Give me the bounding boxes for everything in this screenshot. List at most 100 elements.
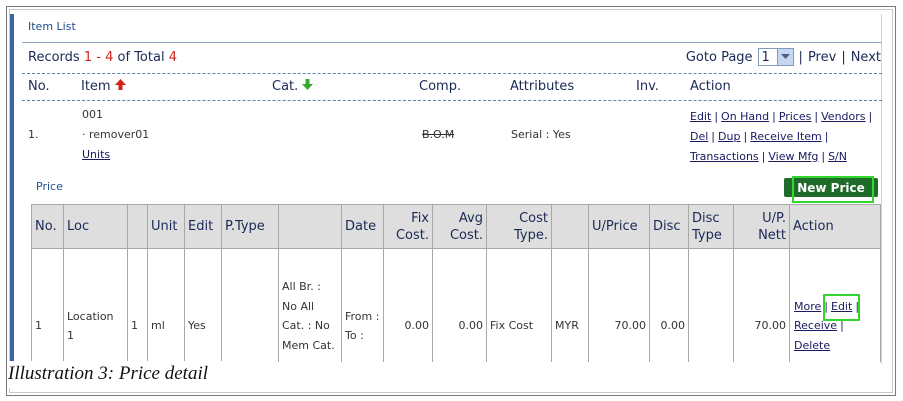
action-link[interactable]: Prices — [778, 110, 812, 123]
cell: 0.00 — [432, 248, 487, 362]
frame — [6, 6, 896, 396]
separator: | — [711, 130, 716, 143]
column-header: No. — [31, 204, 64, 249]
action-link[interactable]: Receive — [794, 319, 838, 333]
cell: MYR — [551, 248, 589, 362]
item-no: 1. — [28, 128, 39, 141]
column-header[interactable]: Item — [81, 79, 126, 94]
column-header: Disc Type — [688, 204, 734, 249]
prev-link[interactable]: Prev — [807, 49, 837, 65]
column-header: Fix Cost. — [383, 204, 433, 249]
action-link[interactable]: Dup — [718, 130, 741, 143]
page-value: 1 — [761, 49, 770, 65]
separator: | — [814, 110, 819, 123]
item-comp: B.O.M — [422, 128, 455, 141]
column-header — [127, 204, 148, 249]
cell: 70.00 — [588, 248, 650, 362]
separator: | — [840, 319, 844, 333]
divider — [22, 42, 882, 43]
divider — [22, 100, 882, 101]
separator: | — [821, 150, 826, 163]
highlight-box — [792, 176, 874, 203]
cell: 0.00 — [383, 248, 433, 362]
dropdown-icon — [780, 54, 790, 59]
cell — [221, 248, 279, 362]
records-to: 4 — [105, 50, 114, 65]
units-link[interactable]: Units — [82, 148, 111, 161]
records-from: 1 — [83, 50, 93, 65]
column-header: Inv. — [636, 79, 659, 94]
panel-title: Item List — [28, 20, 76, 33]
cell: 1 — [127, 248, 148, 362]
cell: 1 — [31, 248, 64, 362]
panel-edge — [881, 14, 882, 364]
action-link[interactable]: Edit — [831, 299, 853, 313]
action-link[interactable]: Vendors — [821, 110, 866, 123]
action-link[interactable]: View Mfg — [768, 150, 819, 163]
action-line: Del | Dup | Receive Item | — [690, 127, 875, 147]
cell: 0.00 — [649, 248, 689, 362]
separator: | — [841, 49, 846, 65]
action-link[interactable]: Transactions — [690, 150, 759, 163]
page-select[interactable]: 1 — [757, 48, 794, 66]
column-header: Date — [341, 204, 384, 249]
cell: From : To : — [341, 248, 384, 362]
item-name: · remover01 — [82, 128, 150, 141]
item-attributes: Serial : Yes — [511, 128, 571, 141]
column-header: Loc — [63, 204, 128, 249]
new-price-button[interactable]: New Price — [784, 178, 878, 197]
cell — [688, 248, 734, 362]
column-header: Comp. — [419, 79, 462, 94]
next-link[interactable]: Next — [850, 49, 881, 65]
action-cell: More | Edit | Receive | Delete — [789, 248, 881, 362]
records: Records 1 - 4 of Total 4 — [28, 50, 177, 65]
column-header: U/P. Nett — [733, 204, 790, 249]
panel-bar — [10, 14, 14, 364]
column-header: Unit — [147, 204, 185, 249]
cell: Fix Cost — [486, 248, 552, 362]
records-label: Records — [28, 50, 80, 65]
column-header[interactable]: Cat. — [272, 79, 314, 94]
column-label: Item — [81, 79, 111, 94]
dropdown-arrow — [776, 49, 793, 65]
column-header: Disc — [649, 204, 689, 249]
action-link[interactable]: Del — [690, 130, 709, 143]
separator: | — [714, 110, 719, 123]
column-header: Action — [690, 79, 731, 94]
sort-up-icon — [114, 79, 126, 90]
action-link[interactable]: Edit — [690, 110, 712, 123]
column-header: Edit — [184, 204, 222, 249]
column-header — [551, 204, 589, 249]
records-dash: - — [96, 50, 101, 65]
caption: Illustration 3: Price detail — [8, 361, 240, 388]
column-header: P.Type — [221, 204, 279, 249]
cell: All Br. : No All Cat. : No Mem Cat. : — [278, 248, 342, 362]
item-actions: Edit | On Hand | Prices | Vendors | Del | Dup | Rece… — [690, 107, 875, 167]
action-link[interactable]: Receive Item — [750, 130, 822, 143]
price-title: Price — [36, 180, 63, 193]
separator: | — [855, 299, 860, 313]
data-row: 1 Location 1 1 ml Yes All Br. : No All Cat. :… — [31, 248, 881, 362]
price-table: No. Loc Unit Edit P.Type Date Fix Cost. Avg Cos… — [31, 204, 881, 362]
cell: Location 1 — [63, 248, 128, 362]
item-code: 001 — [82, 108, 103, 121]
header-row: No. Loc Unit Edit P.Type Date Fix Cost. Avg Cos… — [31, 204, 881, 249]
cell: ml — [147, 248, 185, 362]
action-link[interactable]: S/N — [828, 150, 847, 163]
records-of-total: of Total — [117, 50, 165, 65]
column-header: Avg Cost. — [432, 204, 487, 249]
column-header: Cost Type. — [486, 204, 552, 249]
action-link[interactable]: Delete — [794, 338, 831, 352]
highlight-box — [823, 293, 861, 321]
divider — [22, 73, 882, 74]
action-link[interactable]: More — [794, 299, 822, 313]
column-label: Cat. — [272, 79, 299, 94]
column-header: No. — [28, 79, 50, 94]
records-total: 4 — [168, 50, 177, 65]
action-line: More | Edit | — [794, 297, 877, 317]
frame-inner — [9, 9, 893, 393]
separator: | — [868, 110, 873, 123]
action-link[interactable]: On Hand — [721, 110, 770, 123]
separator: | — [824, 299, 828, 313]
separator: | — [824, 130, 829, 143]
